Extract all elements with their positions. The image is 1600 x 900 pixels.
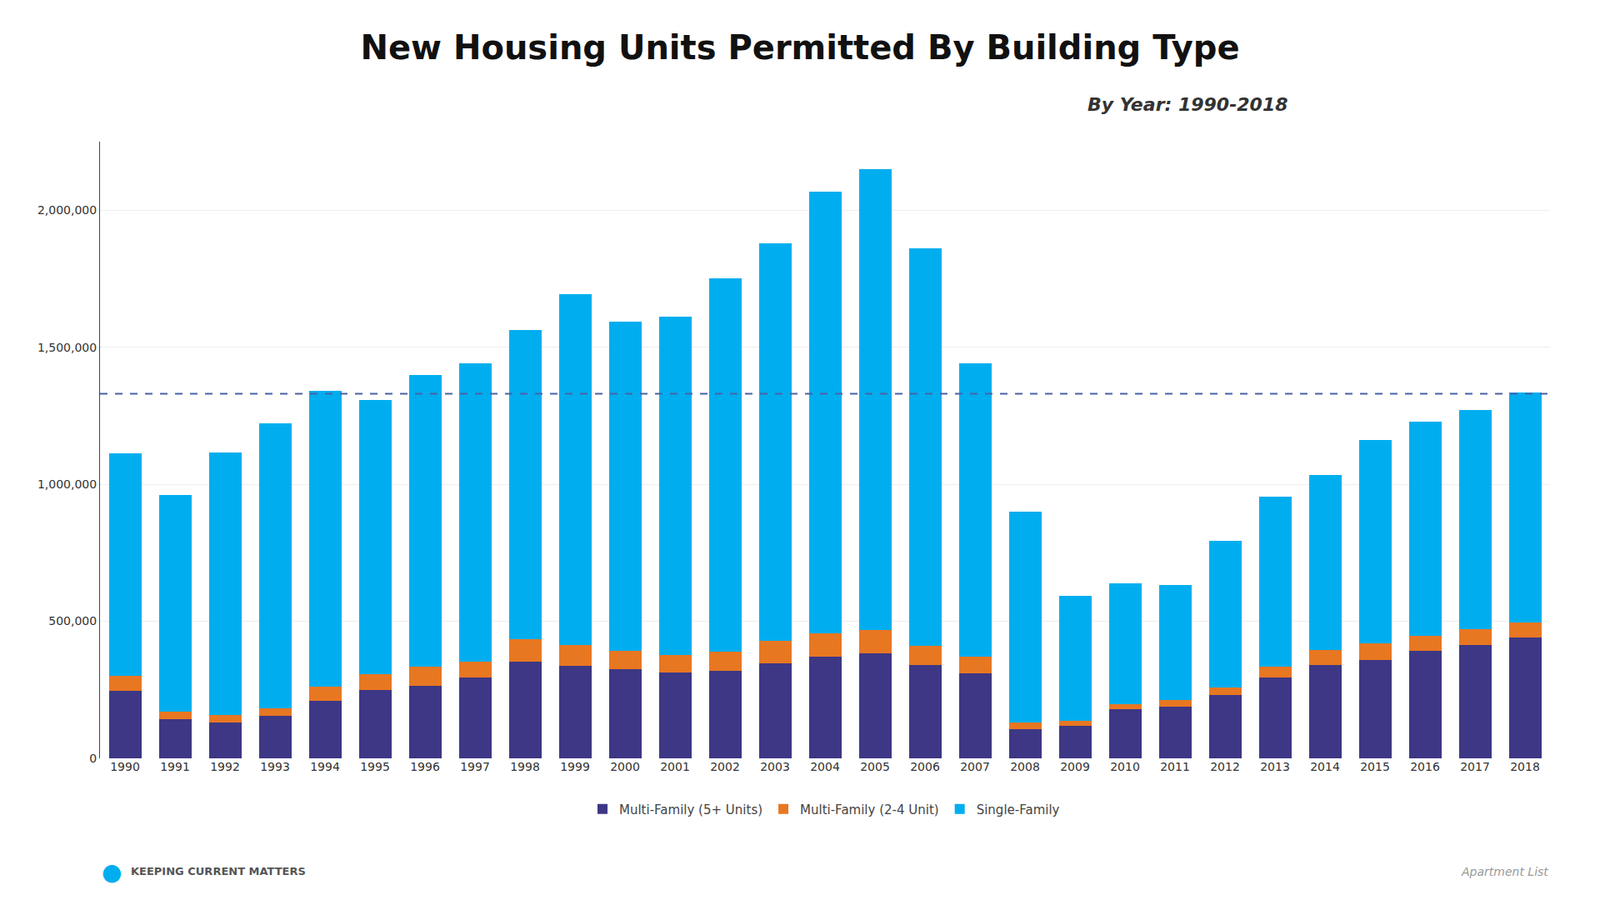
svg-text:KEEPING CURRENT MATTERS: KEEPING CURRENT MATTERS (130, 865, 306, 878)
svg-text:2016: 2016 (1410, 760, 1440, 774)
svg-text:Multi-Family (2-4 Unit): Multi-Family (2-4 Unit) (800, 802, 940, 818)
svg-text:1996: 1996 (410, 760, 440, 774)
svg-text:●: ● (101, 858, 122, 886)
svg-text:1993: 1993 (260, 760, 290, 774)
svg-text:1992: 1992 (210, 760, 240, 774)
svg-text:2003: 2003 (760, 760, 790, 774)
svg-text:500,000: 500,000 (48, 614, 97, 628)
svg-text:Multi-Family (5+ Units): Multi-Family (5+ Units) (619, 802, 763, 818)
svg-text:2000: 2000 (610, 760, 640, 774)
svg-text:2001: 2001 (660, 760, 690, 774)
svg-text:1998: 1998 (510, 760, 540, 774)
svg-text:2013: 2013 (1260, 760, 1290, 774)
svg-text:0: 0 (89, 751, 97, 765)
svg-text:2004: 2004 (810, 760, 840, 774)
svg-text:1994: 1994 (310, 760, 340, 774)
svg-text:1990: 1990 (110, 760, 140, 774)
svg-text:2017: 2017 (1460, 760, 1490, 774)
svg-text:2009: 2009 (1060, 760, 1090, 774)
svg-text:1,000,000: 1,000,000 (37, 477, 97, 491)
svg-text:2011: 2011 (1160, 760, 1190, 774)
svg-text:2005: 2005 (860, 760, 890, 774)
svg-text:2006: 2006 (910, 760, 940, 774)
svg-text:2014: 2014 (1310, 760, 1340, 774)
svg-text:2002: 2002 (710, 760, 740, 774)
svg-text:Single-Family: Single-Family (976, 802, 1060, 818)
svg-text:1999: 1999 (560, 760, 590, 774)
svg-text:2007: 2007 (960, 760, 990, 774)
svg-text:2015: 2015 (1360, 760, 1390, 774)
svg-text:2018: 2018 (1510, 760, 1540, 774)
svg-text:New Housing Units Permitted By: New Housing Units Permitted By Building … (360, 28, 1240, 67)
svg-text:1991: 1991 (160, 760, 190, 774)
svg-text:2,000,000: 2,000,000 (37, 203, 97, 217)
svg-text:1995: 1995 (360, 760, 390, 774)
svg-text:2010: 2010 (1110, 760, 1140, 774)
svg-text:By Year: 1990-2018: By Year: 1990-2018 (1087, 94, 1289, 115)
svg-text:Apartment List: Apartment List (1460, 865, 1549, 879)
svg-text:2008: 2008 (1010, 760, 1040, 774)
svg-text:1,500,000: 1,500,000 (37, 340, 97, 355)
svg-text:2012: 2012 (1210, 760, 1240, 774)
svg-text:1997: 1997 (460, 760, 490, 774)
